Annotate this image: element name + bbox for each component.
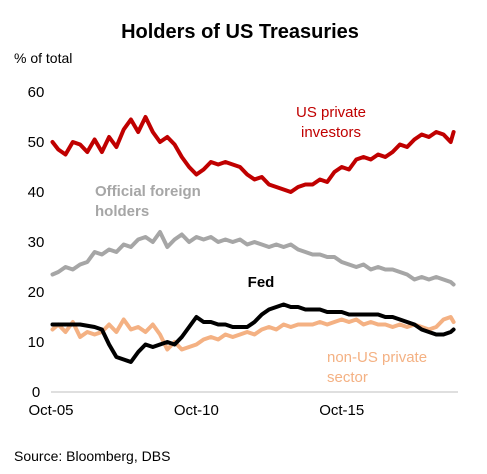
y-tick-label: 20 — [28, 284, 45, 301]
y-axis-ticks: 0 10 20 30 40 50 60 — [28, 84, 45, 401]
series-label-line: Fed — [248, 274, 275, 291]
series-label: US private investors — [296, 104, 366, 141]
series-line-fed — [50, 302, 456, 364]
source-note: Source: Bloomberg, DBS — [14, 448, 170, 464]
series-labels: US private investors Official foreign holde… — [95, 104, 427, 386]
series-lines — [50, 115, 456, 364]
series-line-official-foreign-holders — [50, 230, 456, 287]
y-tick-label: 30 — [28, 234, 45, 251]
y-tick-label: 50 — [28, 134, 45, 151]
series-label: Official foreign holders — [95, 183, 201, 220]
series-label-line: investors — [301, 124, 361, 141]
x-tick-label: Oct-05 — [28, 402, 73, 419]
series-label-line: sector — [327, 369, 368, 386]
x-tick-label: Oct-15 — [319, 402, 364, 419]
series-line-non-us-private-sector — [50, 315, 456, 352]
series-label-line: non-US private — [327, 349, 427, 366]
series-label: non-US private sector — [327, 349, 427, 386]
chart-title: Holders of US Treasuries — [121, 21, 359, 43]
series-label-line: Official foreign — [95, 183, 201, 200]
x-axis-ticks: Oct-05 Oct-10 Oct-15 — [28, 402, 364, 419]
series-line-us-private-investors — [50, 115, 456, 194]
y-tick-label: 60 — [28, 84, 45, 101]
series-label-line: US private — [296, 104, 366, 121]
y-axis-label: % of total — [14, 50, 72, 66]
series-label-line: holders — [95, 203, 149, 220]
series-label: Fed — [248, 274, 275, 291]
y-tick-label: 10 — [28, 334, 45, 351]
x-tick-label: Oct-10 — [174, 402, 219, 419]
y-tick-label: 40 — [28, 184, 45, 201]
y-tick-label: 0 — [32, 384, 40, 401]
